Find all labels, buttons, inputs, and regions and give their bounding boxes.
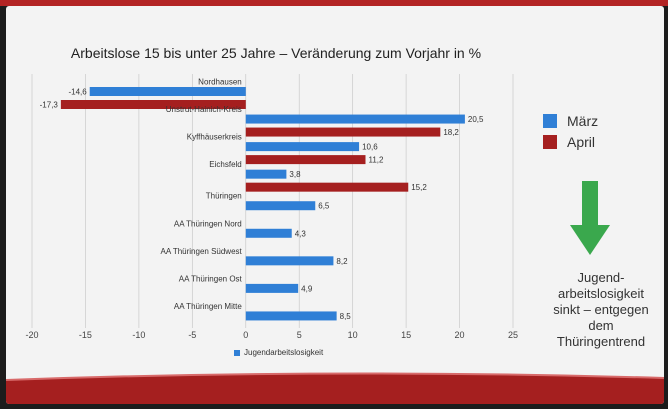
legend-label-april: April [567, 134, 596, 150]
frame-top-strip [0, 0, 668, 6]
bar-chart: -20 -15 -10 -5 0 5 10 15 20 25 Nordhausen -14,6 -17,… [25, 74, 518, 340]
down-arrow-icon [570, 181, 610, 255]
bar-maerz [245, 228, 292, 238]
data-label: 8,2 [336, 257, 348, 266]
bottom-legend-label: Jugendarbeitslosigkeit [244, 348, 324, 357]
x-tick-label: 25 [508, 330, 518, 340]
data-label: 8,5 [340, 312, 352, 321]
data-label: 11,2 [368, 156, 384, 165]
data-label: 20,5 [468, 115, 484, 124]
x-tick-label: 10 [348, 330, 358, 340]
data-label: 3,8 [289, 170, 301, 179]
note-text: Jugend-arbeitslosigkeit sinkt – entgegen… [553, 270, 649, 349]
x-tick-label: 20 [455, 330, 465, 340]
chart-title: Arbeitslose 15 bis unter 25 Jahre – Verä… [70, 45, 482, 61]
data-label: 18,2 [443, 128, 459, 137]
bar-maerz [245, 283, 299, 293]
bar-maerz [245, 142, 360, 152]
x-tick-label: -5 [188, 330, 196, 340]
bar-maerz [245, 169, 287, 179]
bar-maerz [245, 311, 337, 321]
bar-maerz [89, 87, 246, 96]
bar-april [245, 155, 366, 165]
legend-item-april: April [543, 134, 595, 150]
footer-band [6, 372, 664, 404]
bottom-legend: Jugendarbeitslosigkeit [234, 348, 323, 357]
category-label: AA Thüringen Mitte [174, 302, 242, 311]
data-label: 15,2 [411, 183, 427, 192]
data-label: -17,3 [40, 101, 59, 110]
category-label: Unstrut-Hainich-Kreis [166, 105, 242, 114]
data-label: 4,3 [295, 229, 307, 238]
legend-item-maerz: März [543, 113, 598, 129]
category-label: Eichsfeld [209, 160, 241, 169]
category-label: AA Thüringen Nord [174, 219, 242, 228]
x-tick-label: 5 [297, 330, 302, 340]
data-label: 10,6 [362, 143, 378, 152]
category-label: Nordhausen [198, 78, 242, 87]
x-tick-label: 0 [243, 330, 248, 340]
x-tick-label: 15 [401, 330, 411, 340]
category-label: Kyffhäuserkreis [187, 133, 242, 142]
category-label: AA Thüringen Ost [179, 274, 243, 283]
slide: Arbeitslose 15 bis unter 25 Jahre – Verä… [6, 6, 664, 404]
data-label: 4,9 [301, 284, 313, 293]
bar-april [60, 100, 246, 109]
data-label: -14,6 [68, 88, 87, 97]
legend-swatch-maerz [543, 114, 557, 128]
bar-maerz [245, 201, 316, 211]
x-tick-label: -10 [132, 330, 145, 340]
x-tick-label: -20 [25, 330, 38, 340]
category-label: Thüringen [206, 192, 242, 201]
category-label: AA Thüringen Südwest [161, 247, 243, 256]
data-label: 6,5 [318, 202, 330, 211]
bar-maerz [245, 256, 334, 266]
bar-maerz [245, 114, 465, 124]
legend-swatch-april [543, 135, 557, 149]
legend-label-maerz: März [567, 113, 599, 129]
x-tick-label: -15 [79, 330, 92, 340]
bottom-legend-swatch [234, 349, 240, 356]
bar-april [245, 182, 409, 192]
bar-april [245, 127, 441, 137]
